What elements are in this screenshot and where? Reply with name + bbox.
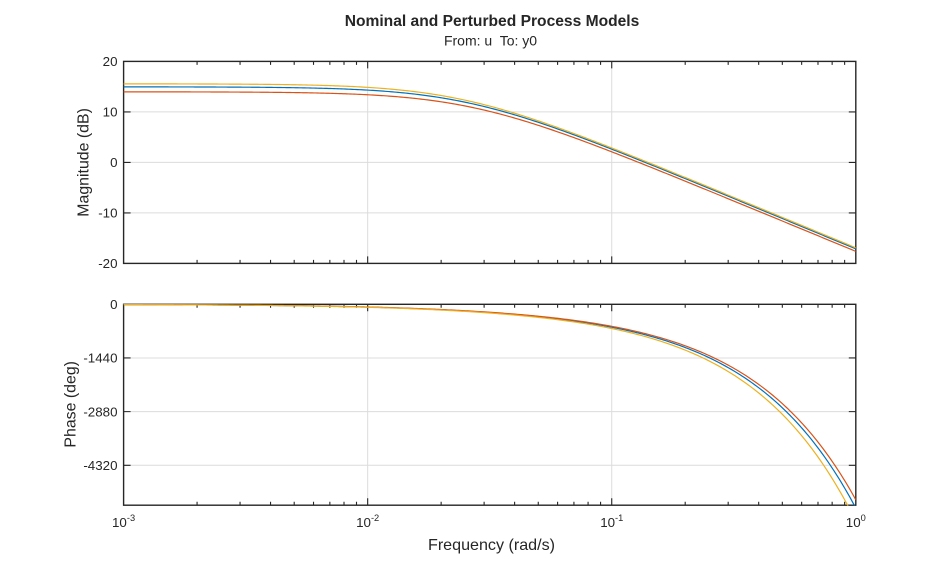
svg-text:10: 10: [103, 105, 118, 120]
svg-text:-2880: -2880: [83, 404, 117, 419]
svg-text:Magnitude (dB): Magnitude (dB): [76, 108, 93, 217]
svg-text:Frequency (rad/s): Frequency (rad/s): [428, 536, 555, 554]
svg-text:20: 20: [103, 54, 118, 69]
svg-text:Phase (deg): Phase (deg): [63, 361, 80, 448]
svg-text:-10: -10: [98, 206, 117, 221]
svg-text:0: 0: [110, 297, 117, 312]
svg-text:0: 0: [110, 155, 117, 170]
svg-text:Nominal and Perturbed Process: Nominal and Perturbed Process Models: [345, 13, 640, 30]
svg-text:-4320: -4320: [83, 458, 117, 473]
svg-text:From: u To: y0: From: u To: y0: [444, 33, 537, 49]
svg-text:-1440: -1440: [83, 351, 117, 366]
svg-text:-20: -20: [98, 256, 117, 271]
